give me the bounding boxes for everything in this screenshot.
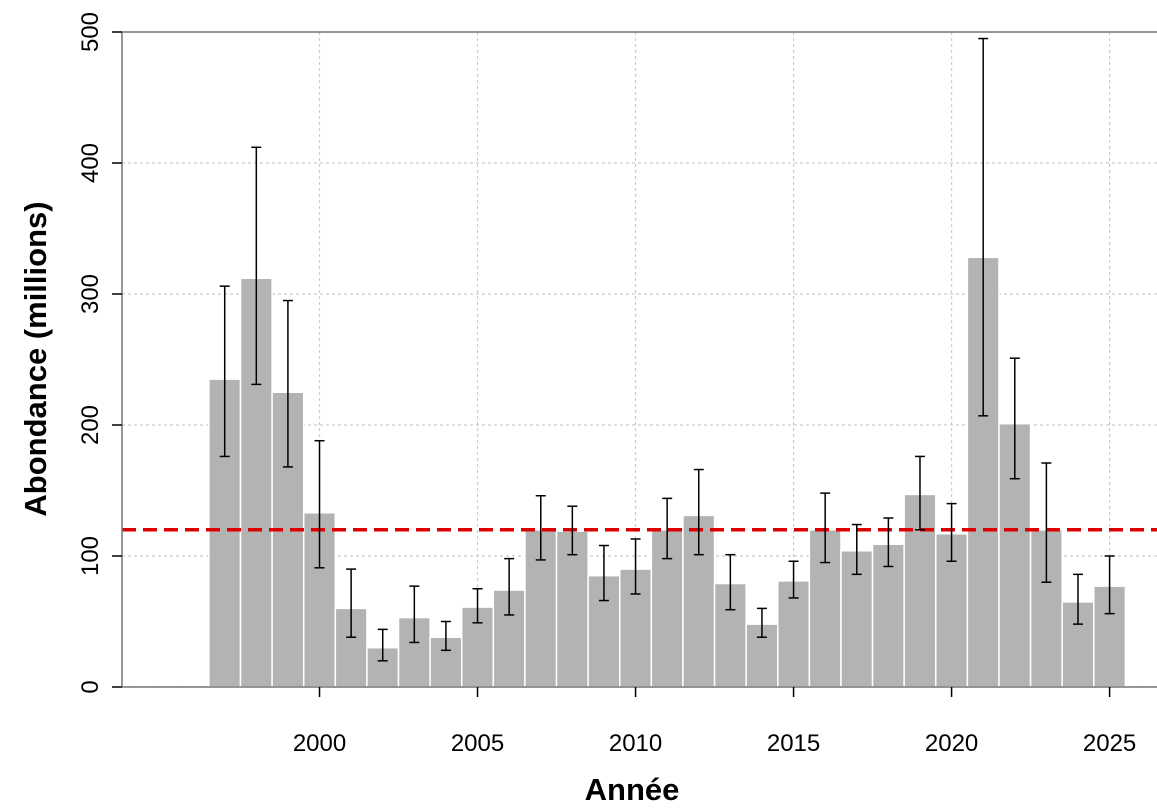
- y-tick-label: 200: [77, 405, 104, 445]
- error-bar: [883, 517, 894, 568]
- error-bar: [630, 538, 641, 595]
- error-bar: [725, 553, 736, 611]
- error-bar: [693, 468, 704, 556]
- error-bar: [978, 37, 989, 417]
- x-tick-label: 2010: [609, 730, 662, 757]
- x-tick-label: 2015: [767, 730, 820, 757]
- error-bar: [1072, 573, 1083, 625]
- bars: [208, 256, 1127, 688]
- error-bar: [219, 285, 230, 458]
- y-tick-label: 0: [77, 680, 104, 693]
- y-tick-label: 500: [77, 12, 104, 52]
- error-bar: [914, 455, 925, 531]
- y-axis-title: Abondance (millions): [18, 201, 53, 516]
- error-bar: [504, 557, 515, 616]
- error-bars: [219, 37, 1115, 662]
- axes: [121, 31, 1157, 688]
- error-bar: [1104, 555, 1115, 615]
- error-bar: [946, 502, 957, 562]
- x-axis-title: Année: [585, 772, 680, 807]
- x-tick-label: 2020: [925, 730, 978, 757]
- x-tick-label: 2025: [1083, 730, 1136, 757]
- error-bar: [851, 523, 862, 576]
- bar: [871, 543, 905, 688]
- y-tick-label: 100: [77, 536, 104, 576]
- error-bar: [567, 505, 578, 556]
- error-bar: [756, 607, 767, 638]
- error-bar: [535, 494, 546, 561]
- error-bar: [472, 588, 483, 624]
- error-bar: [377, 628, 388, 662]
- tick-labels: 2000 2005 2010 2015 2020 2025 0 100 200 300 400 500: [77, 12, 1136, 757]
- error-bar: [1041, 462, 1052, 583]
- error-bar: [598, 544, 609, 602]
- error-bar: [314, 439, 325, 569]
- error-bar: [662, 497, 673, 560]
- error-bar: [1009, 357, 1020, 480]
- y-tick-label: 300: [77, 274, 104, 314]
- error-bar: [788, 560, 799, 599]
- error-bar: [440, 620, 451, 652]
- error-bar: [282, 299, 293, 468]
- x-tick-label: 2005: [451, 730, 504, 757]
- error-bar: [820, 492, 831, 564]
- error-bar: [346, 568, 357, 638]
- y-tick-label: 400: [77, 143, 104, 183]
- x-tick-label: 2000: [293, 730, 346, 757]
- error-bar: [251, 146, 262, 386]
- bar: [555, 530, 589, 688]
- error-bar: [409, 585, 420, 644]
